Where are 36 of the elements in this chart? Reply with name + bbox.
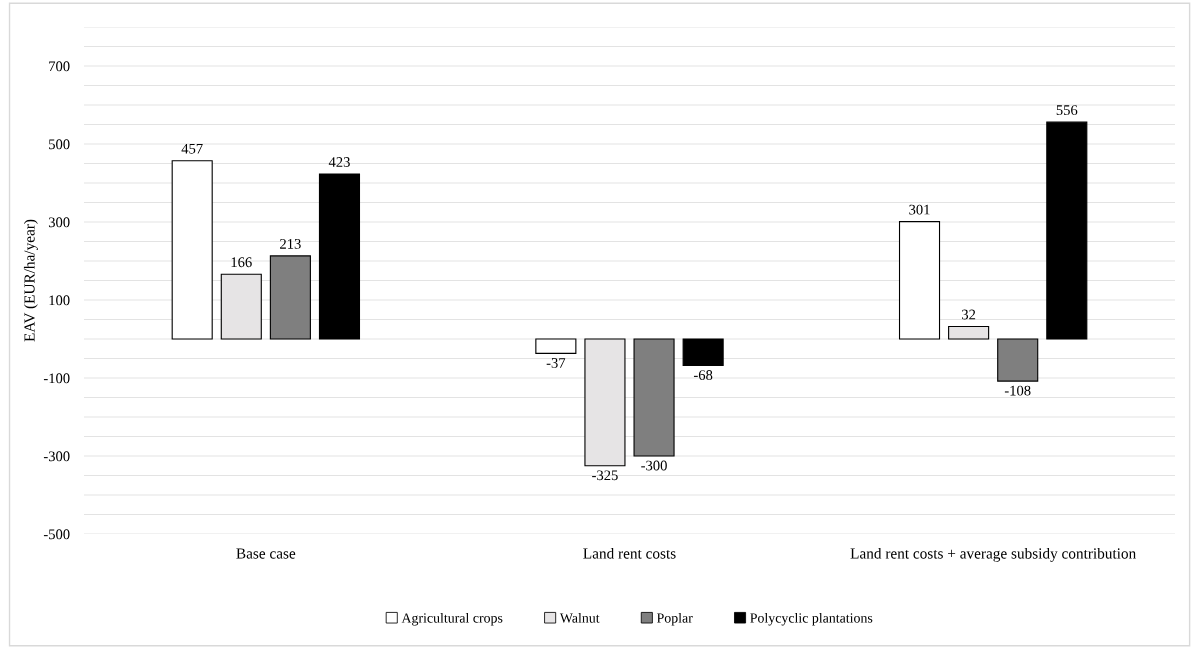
bar (682, 338, 724, 367)
bar (997, 338, 1039, 382)
x-tick-label: Base case (236, 548, 296, 559)
data-label: 32 (962, 309, 976, 320)
legend-label: Poplar (656, 612, 693, 626)
data-label: 457 (181, 143, 203, 154)
y-tick-label: 700 (49, 61, 70, 72)
data-label: -108 (1004, 385, 1031, 396)
y-tick-label: -300 (43, 451, 70, 462)
legend-label: Polycyclic plantations (750, 612, 873, 626)
y-tick-label: -500 (43, 529, 70, 540)
data-label: 556 (1056, 105, 1078, 116)
x-tick-label: Land rent costs (583, 547, 676, 559)
data-label: 213 (280, 239, 301, 249)
data-label: 301 (909, 204, 930, 215)
y-tick-label: 300 (48, 217, 70, 228)
legend-label: Walnut (559, 612, 600, 623)
bar (535, 338, 577, 354)
bar (1046, 121, 1088, 340)
data-label: -325 (592, 470, 618, 481)
bar (269, 255, 311, 340)
data-label: 166 (231, 257, 252, 268)
data-label: 423 (328, 157, 350, 167)
legend-label: Agricultural crops (401, 612, 503, 626)
y-tick-label: 100 (49, 295, 70, 306)
bar (171, 160, 213, 340)
y-axis-title: EAV (EUR/ha/year) (23, 219, 38, 342)
y-tick-label: -100 (43, 373, 70, 384)
x-tick-label: Land rent costs + average subsidy contribution (850, 547, 1136, 562)
data-label: -37 (546, 358, 566, 368)
bar (318, 173, 361, 340)
bar (898, 221, 941, 340)
y-tick-label: 500 (49, 139, 70, 150)
bar (633, 338, 675, 457)
data-label: -300 (641, 460, 667, 471)
data-label: -68 (693, 370, 713, 380)
